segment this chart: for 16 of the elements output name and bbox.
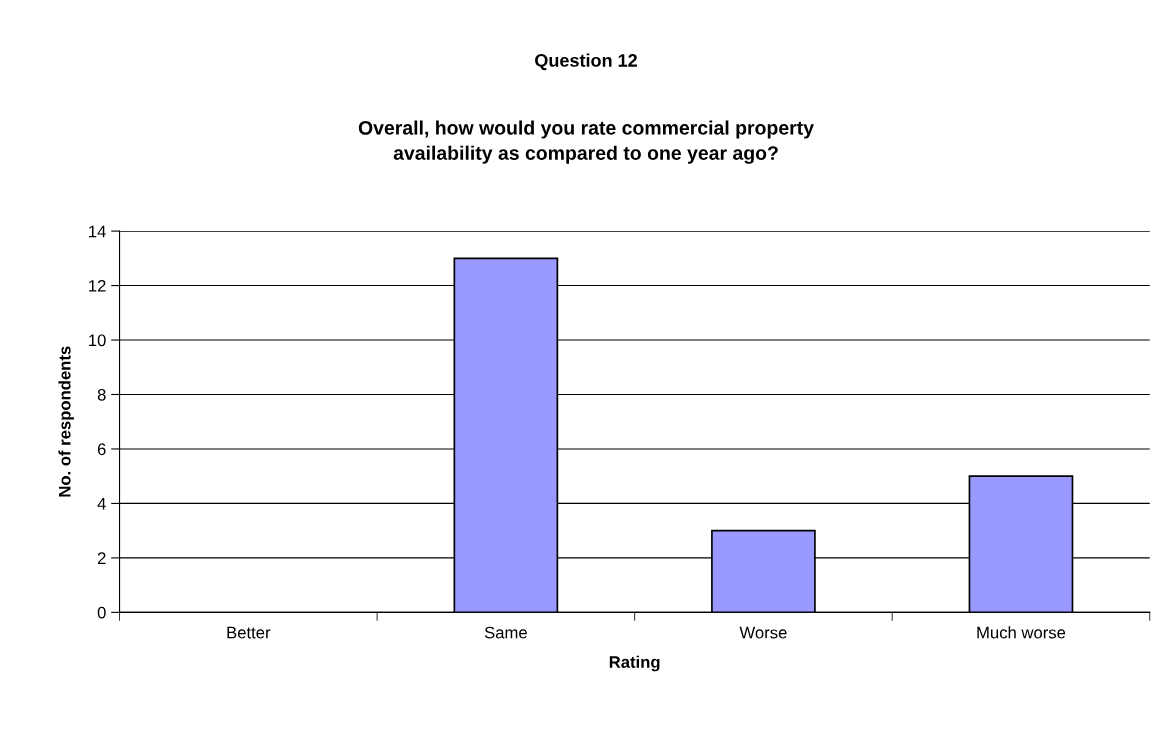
y-tick-label: 10 — [89, 334, 106, 347]
y-tick-label: 14 — [89, 225, 106, 238]
chart-subtitle: Overall, how would you rate commercial property availability as compared to one year ago? — [358, 120, 814, 164]
x-axis-title: Rating — [609, 655, 660, 672]
y-tick-label: 0 — [97, 606, 106, 619]
y-tick-label: 6 — [97, 443, 106, 456]
x-tick-label: Better — [227, 626, 271, 639]
x-tick-label: Worse — [739, 626, 787, 639]
y-tick-label: 2 — [97, 552, 106, 564]
x-tick-label: Much worse — [977, 626, 1066, 639]
x-tick-label: Same — [484, 626, 527, 639]
y-tick-label: 12 — [89, 279, 106, 292]
y-tick-label: 4 — [97, 498, 106, 510]
chart-title: Question 12 — [535, 53, 637, 71]
y-tick-label: 8 — [97, 388, 106, 401]
y-axis-title: No. of respondents — [58, 346, 74, 497]
